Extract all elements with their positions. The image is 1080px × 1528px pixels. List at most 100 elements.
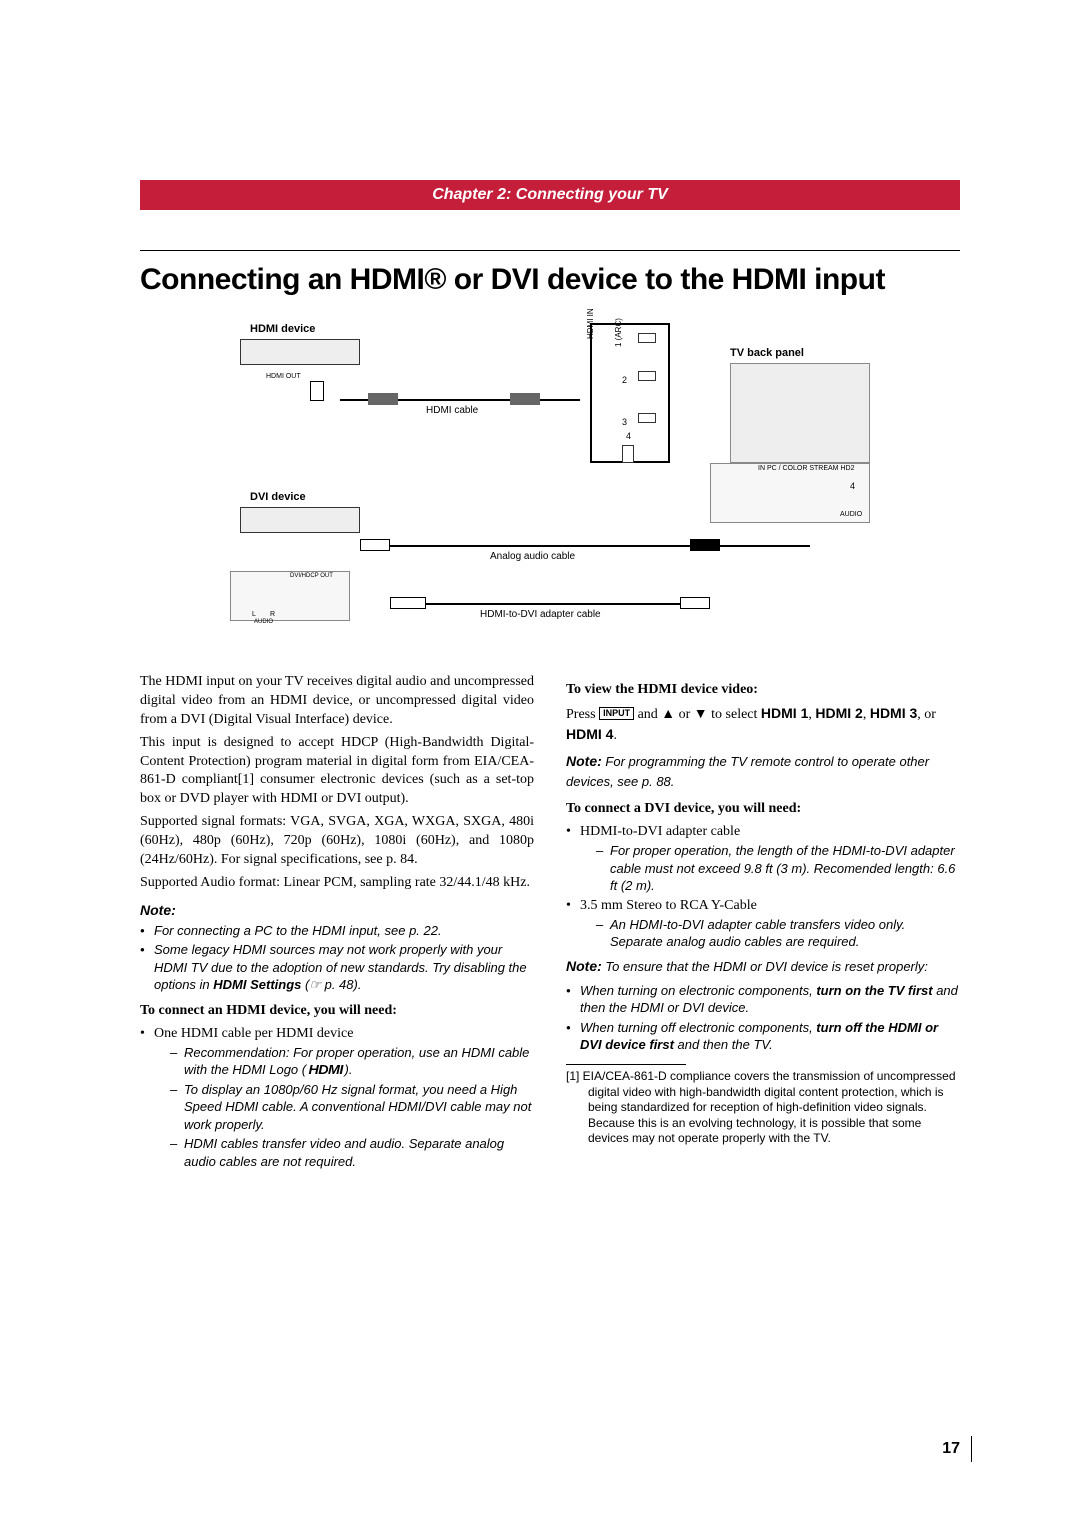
note2-list: When turning on electronic components, t… <box>566 982 960 1054</box>
note-b2-c: (☞ p. 48). <box>301 977 361 992</box>
footnote-rule <box>566 1064 686 1065</box>
hdmi-port-1 <box>638 333 656 343</box>
note1: Note: For programming the TV remote cont… <box>566 752 960 793</box>
connection-diagram: HDMI device HDMI OUT HDMI cable HDMI IN … <box>190 323 910 643</box>
dash-1: Recommendation: For proper operation, us… <box>170 1044 534 1079</box>
divider-top <box>140 250 960 251</box>
hdmi-port-2 <box>638 371 656 381</box>
connect-dvi-list: HDMI-to-DVI adapter cable For proper ope… <box>566 823 960 951</box>
note-list-left: For connecting a PC to the HDMI input, s… <box>140 922 534 994</box>
label-dvi-device: DVI device <box>250 491 306 503</box>
dvi-dashes-2: An HDMI-to-DVI adapter cable transfers v… <box>580 916 960 951</box>
view-i: HDMI 4 <box>566 726 613 742</box>
hdmi-device-box <box>240 339 360 365</box>
note2: Note: To ensure that the HDMI or DVI dev… <box>566 957 960 978</box>
n2-b2-c: and then the TV. <box>674 1037 773 1052</box>
view-f: , <box>863 707 870 722</box>
dvi-b2-text: 3.5 mm Stereo to RCA Y-Cable <box>580 898 757 913</box>
hdmi-port-3 <box>638 413 656 423</box>
dvi-b1: HDMI-to-DVI adapter cable For proper ope… <box>566 823 960 895</box>
hdmi-in-panel <box>590 323 670 463</box>
page: Chapter 2: Connecting your TV Connecting… <box>0 0 1080 1232</box>
label-port3: 3 <box>622 417 627 427</box>
n2-b1: When turning on electronic components, t… <box>566 982 960 1017</box>
view-g: HDMI 3 <box>870 705 917 721</box>
hdmi-conn-1 <box>368 393 398 405</box>
label-hdmi-cable: HDMI cable <box>426 405 478 416</box>
note2-text: To ensure that the HDMI or DVI device is… <box>602 959 928 974</box>
hdmi-conn-2 <box>510 393 540 405</box>
label-audio-lr: AUDIO <box>254 619 273 625</box>
para-intro-1: The HDMI input on your TV receives digit… <box>140 673 534 730</box>
view-b: and ▲ or ▼ to select <box>634 707 761 722</box>
analog-conn-2 <box>690 539 720 551</box>
para-audio: Supported Audio format: Linear PCM, samp… <box>140 874 534 893</box>
label-analog-cable: Analog audio cable <box>490 551 575 562</box>
para-intro-2a: This input is designed to accept HDCP (H… <box>140 734 534 810</box>
label-hdmi-in: HDMI IN <box>586 308 595 339</box>
label-hdmi-device: HDMI device <box>250 323 315 335</box>
dvi-device-box <box>240 507 360 533</box>
n2-b1-b: turn on the TV first <box>816 983 932 998</box>
page-number-bar <box>971 1436 972 1462</box>
connect-dvi-head: To connect a DVI device, you will need: <box>566 800 960 819</box>
para-intro-2b: Supported signal formats: VGA, SVGA, XGA… <box>140 813 534 870</box>
dash1-a: Recommendation: For proper operation, us… <box>184 1045 529 1078</box>
dash-3: HDMI cables transfer video and audio. Se… <box>170 1135 534 1170</box>
hdmi-plug-left <box>310 381 324 401</box>
label-r: R <box>270 611 275 618</box>
connect-hdmi-dashes: Recommendation: For proper operation, us… <box>154 1044 534 1171</box>
label-audio4: 4 <box>850 481 855 491</box>
connect-hdmi-b1-text: One HDMI cable per HDMI device <box>154 1026 353 1041</box>
note2-label: Note: <box>566 958 602 974</box>
view-h: , or <box>917 707 936 722</box>
page-title: Connecting an HDMI® or DVI device to the… <box>140 263 960 297</box>
label-audio-panel: AUDIO <box>840 511 862 518</box>
view-j: . <box>613 728 617 743</box>
body-columns: The HDMI input on your TV receives digit… <box>140 673 960 1172</box>
left-column: The HDMI input on your TV receives digit… <box>140 673 534 1172</box>
view-line: Press INPUT and ▲ or ▼ to select HDMI 1,… <box>566 704 960 746</box>
label-port2: 2 <box>622 375 627 385</box>
page-number: 17 <box>942 1440 960 1458</box>
dvi-conn-2 <box>680 597 710 609</box>
input-button-icon: INPUT <box>599 707 634 720</box>
note-header-left: Note: <box>140 901 534 920</box>
view-e: HDMI 2 <box>815 705 862 721</box>
dvi-dash1: For proper operation, the length of the … <box>596 842 960 895</box>
note1-label: Note: <box>566 753 602 769</box>
right-column: To view the HDMI device video: Press INP… <box>566 673 960 1172</box>
hdmi-port-4 <box>622 445 634 463</box>
n2-b1-a: When turning on electronic components, <box>580 983 816 998</box>
note-b1: For connecting a PC to the HDMI input, s… <box>140 922 534 940</box>
hdmi-logo-icon: HDMI <box>308 1061 342 1079</box>
dvi-dash2: An HDMI-to-DVI adapter cable transfers v… <box>596 916 960 951</box>
note-b2-b: HDMI Settings <box>213 977 301 992</box>
dvi-b2: 3.5 mm Stereo to RCA Y-Cable An HDMI-to-… <box>566 897 960 951</box>
label-pc-in: IN PC / COLOR STREAM HD2 <box>758 465 854 472</box>
dvi-cable-line <box>400 603 700 605</box>
view-c: HDMI 1 <box>761 705 808 721</box>
label-port4: 4 <box>626 431 631 441</box>
n2-b2-a: When turning off electronic components, <box>580 1020 816 1035</box>
note1-text: For programming the TV remote control to… <box>566 754 929 789</box>
footnote-1: [1] EIA/CEA-861-D compliance covers the … <box>566 1069 960 1147</box>
note-b2: Some legacy HDMI sources may not work pr… <box>140 941 534 994</box>
tv-back-panel <box>730 363 870 463</box>
dash-2: To display an 1080p/60 Hz signal format,… <box>170 1081 534 1134</box>
label-hdmi-out: HDMI OUT <box>266 373 301 380</box>
connect-hdmi-list: One HDMI cable per HDMI device Recommend… <box>140 1025 534 1171</box>
connect-hdmi-head: To connect an HDMI device, you will need… <box>140 1002 534 1021</box>
label-tv-back: TV back panel <box>730 347 804 359</box>
label-port1: 1 (ARC) <box>614 318 623 347</box>
chapter-header-bar: Chapter 2: Connecting your TV <box>140 180 960 210</box>
label-dvi-out: DVI/HDCP OUT <box>290 573 333 579</box>
n2-b2: When turning off electronic components, … <box>566 1019 960 1054</box>
dvi-dashes-1: For proper operation, the length of the … <box>580 842 960 895</box>
view-a: Press <box>566 707 599 722</box>
view-head: To view the HDMI device video: <box>566 681 960 700</box>
connect-hdmi-b1: One HDMI cable per HDMI device Recommend… <box>140 1025 534 1171</box>
dvi-b1-text: HDMI-to-DVI adapter cable <box>580 824 740 839</box>
analog-conn-1 <box>360 539 390 551</box>
label-hdmi-dvi-cable: HDMI-to-DVI adapter cable <box>480 609 601 620</box>
